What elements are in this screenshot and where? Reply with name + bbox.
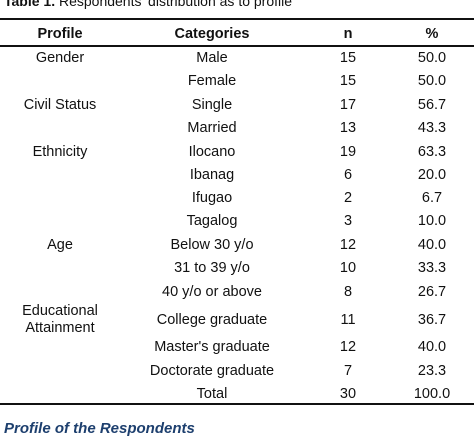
table-header-rule xyxy=(0,45,474,47)
cell-n: 30 xyxy=(339,386,357,402)
cell-n: 6 xyxy=(343,167,353,183)
table-bottom-rule xyxy=(0,403,474,405)
cell-n: 11 xyxy=(340,312,356,328)
column-header-percent: % xyxy=(425,26,439,42)
cell-percent: 50.0 xyxy=(417,73,447,89)
table-caption-label: Table 1. xyxy=(4,0,56,9)
cell-n: 13 xyxy=(339,120,357,136)
profile-education-line1: Educational xyxy=(22,303,98,319)
cell-category: Male xyxy=(196,50,228,66)
cell-category: Ilocano xyxy=(188,144,236,160)
cell-percent: 63.3 xyxy=(417,144,447,160)
cell-percent: 50.0 xyxy=(417,50,447,66)
cell-n: 3 xyxy=(343,213,353,229)
cell-n: 2 xyxy=(343,190,353,206)
cell-category: Total xyxy=(196,386,228,402)
cell-percent: 40.0 xyxy=(417,237,447,253)
section-heading: Profile of the Respondents xyxy=(4,420,195,437)
cell-n: 12 xyxy=(339,237,357,253)
cell-category: Ifugao xyxy=(191,190,233,206)
cell-category: College graduate xyxy=(156,312,268,328)
cell-n: 19 xyxy=(339,144,357,160)
profile-civil-status: Civil Status xyxy=(23,97,97,113)
cell-percent: 6.7 xyxy=(421,190,443,206)
cell-n: 15 xyxy=(339,73,357,89)
cell-category: Ibanag xyxy=(189,167,235,183)
cell-percent: 23.3 xyxy=(417,363,447,379)
cell-category: Tagalog xyxy=(186,213,238,229)
column-header-n: n xyxy=(343,26,353,42)
table-top-rule xyxy=(0,18,474,20)
table-caption: Table 1. Respondents' distribution as to… xyxy=(4,0,292,9)
cell-category: 40 y/o or above xyxy=(162,284,262,300)
cell-percent: 40.0 xyxy=(417,339,447,355)
cell-n: 7 xyxy=(343,363,353,379)
cell-category: Female xyxy=(187,73,237,89)
cell-percent: 36.7 xyxy=(417,312,447,328)
cell-percent: 20.0 xyxy=(417,167,447,183)
cell-category: Master's graduate xyxy=(154,339,270,355)
profile-gender: Gender xyxy=(35,50,85,66)
table-caption-text: Respondents' distribution as to profile xyxy=(58,0,293,9)
cell-category: Single xyxy=(191,97,233,113)
cell-percent: 26.7 xyxy=(417,284,447,300)
profile-age: Age xyxy=(47,237,73,253)
cell-category: Below 30 y/o xyxy=(170,237,254,253)
cell-n: 8 xyxy=(343,284,353,300)
column-header-categories: Categories xyxy=(174,26,250,42)
cell-n: 15 xyxy=(339,50,357,66)
cell-percent: 43.3 xyxy=(417,120,447,136)
cell-category: Doctorate graduate xyxy=(149,363,275,379)
column-header-profile: Profile xyxy=(37,26,83,42)
cell-n: 17 xyxy=(339,97,357,113)
cell-percent: 56.7 xyxy=(417,97,447,113)
cell-n: 10 xyxy=(339,260,357,276)
profile-ethnicity: Ethnicity xyxy=(32,144,88,160)
cell-percent: 33.3 xyxy=(417,260,447,276)
cell-category: Married xyxy=(187,120,237,136)
cell-percent: 10.0 xyxy=(417,213,447,229)
profile-education-line2: Attainment xyxy=(25,320,95,336)
cell-percent: 100.0 xyxy=(413,386,451,402)
cell-n: 12 xyxy=(339,339,357,355)
cell-category: 31 to 39 y/o xyxy=(174,260,250,276)
